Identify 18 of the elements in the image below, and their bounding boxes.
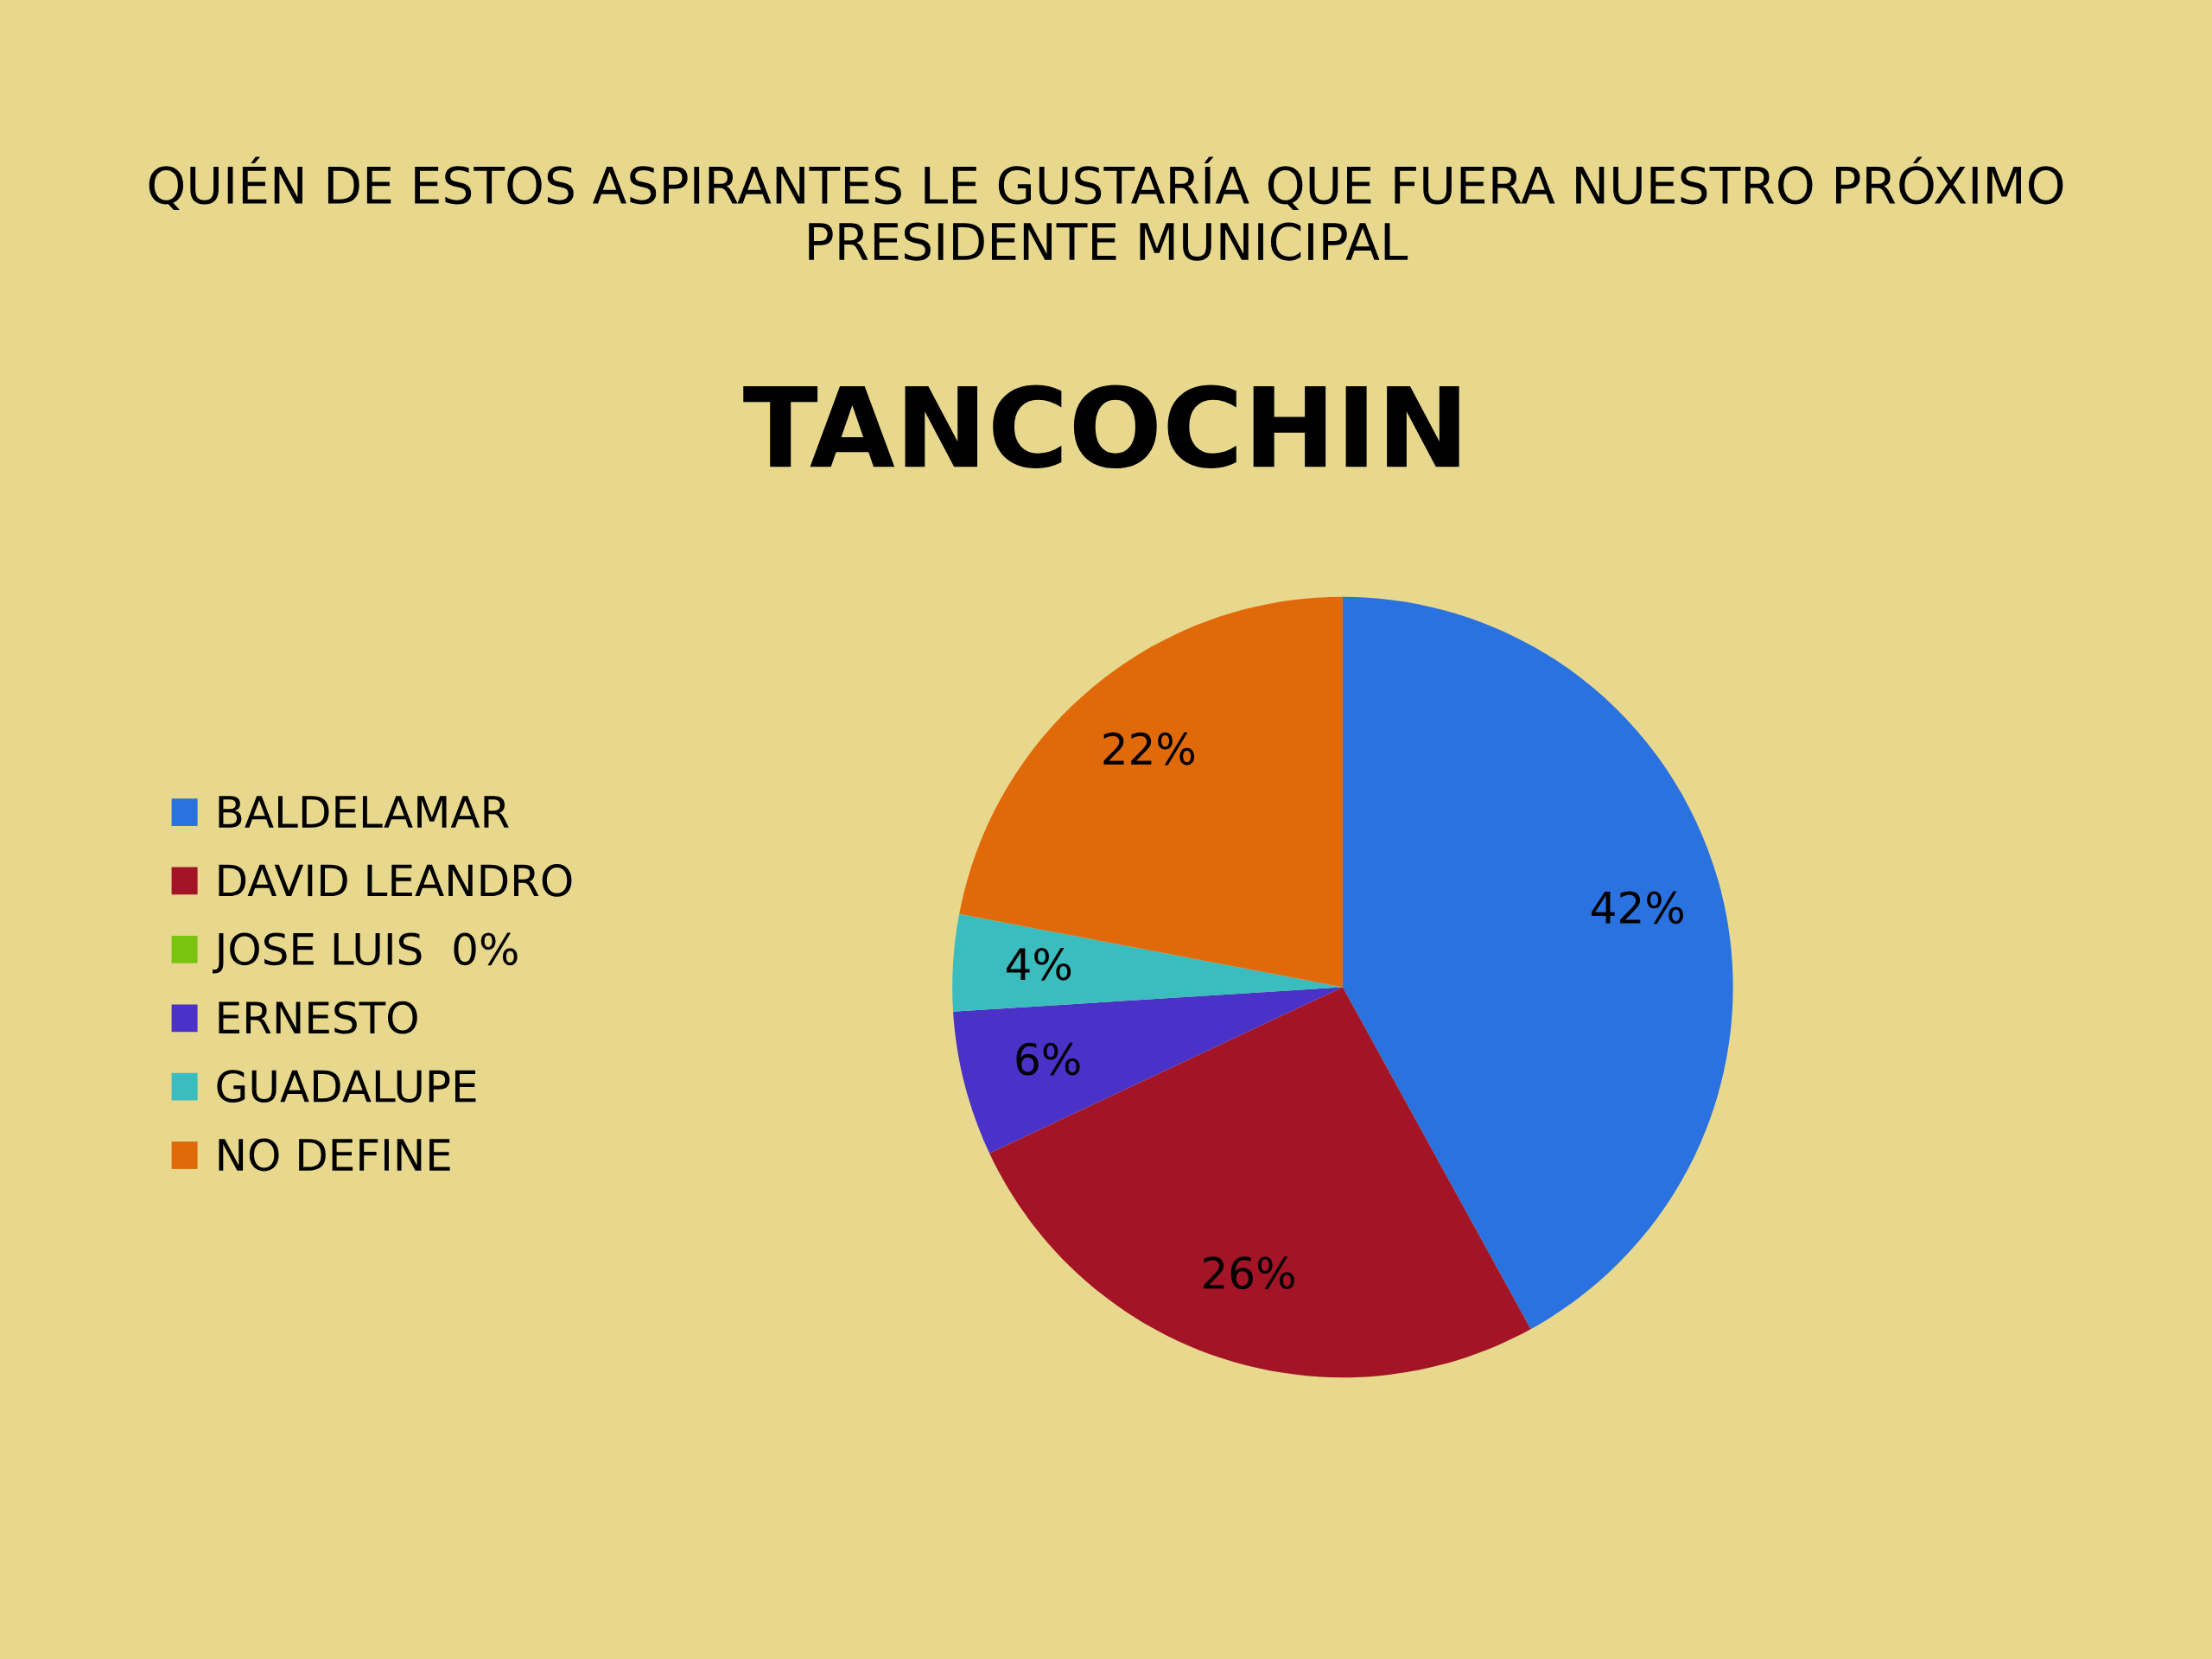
data-label: 4% [1007, 947, 1071, 981]
legend-label: GUADALUPE [217, 1070, 476, 1103]
chart-subtitle: QUIÉN DE ESTOS ASPIRANTES LE GUSTARÍA QUE FUERA NUESTRO PRÓXIMO PRESIDENTE MUNICIPAL [149, 156, 2063, 261]
data-label: 22% [1103, 732, 1195, 766]
pie-slice [952, 913, 1343, 1012]
chart-title: TANCOCHIN [743, 385, 1459, 469]
data-label: 26% [1204, 1256, 1294, 1290]
data-label: 6% [1016, 1042, 1080, 1076]
legend-label: JOSE LUIS 0% [213, 932, 518, 974]
legend-label: NO DEFINE [219, 1138, 450, 1172]
legend-label: DAVID LEANDRO [219, 864, 572, 897]
pie-slice [989, 987, 1531, 1378]
pie-slice [953, 987, 1343, 1154]
legend-label: BALDELAMAR [219, 796, 509, 828]
pie-slice [1342, 596, 1733, 1330]
pie-slice [959, 596, 1343, 988]
legend-label: ERNESTO [219, 1001, 417, 1034]
data-label: 42% [1592, 891, 1684, 925]
